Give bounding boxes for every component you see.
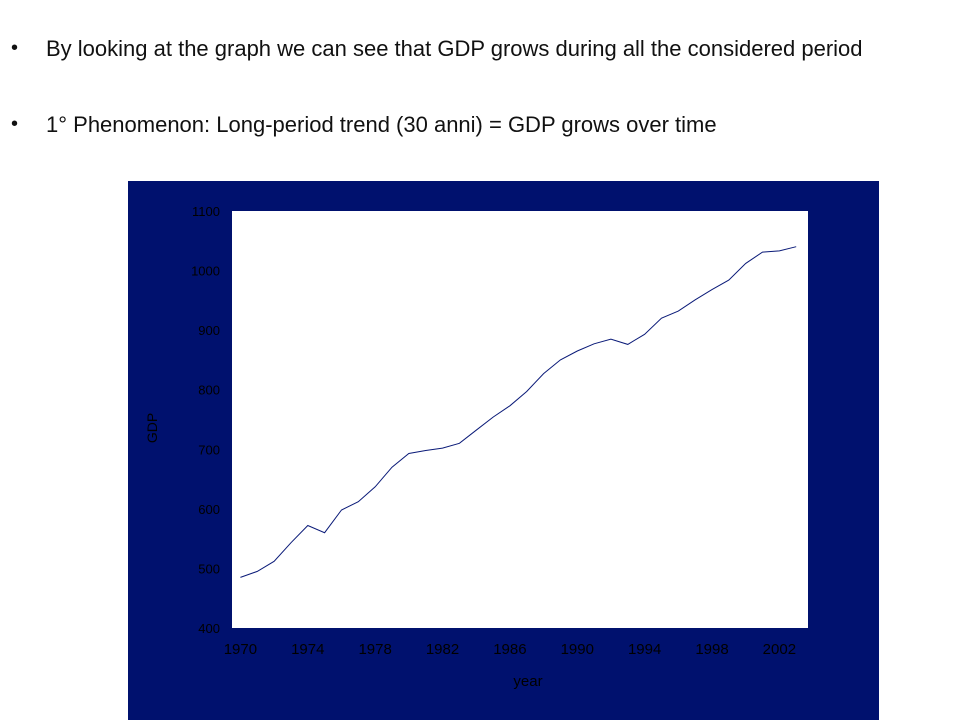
bullet-dot-icon: • bbox=[11, 113, 19, 135]
x-tick-label: 1978 bbox=[358, 641, 391, 658]
bullet-item-phenomenon: • 1° Phenomenon: Long-period trend (30 a… bbox=[11, 109, 958, 140]
y-tick-label: 700 bbox=[198, 442, 220, 457]
tick-group: 400 500 600 700 800 900 1000 1100 1970 1974 1978 19… bbox=[191, 204, 796, 658]
y-tick-label: 400 bbox=[198, 621, 220, 636]
x-tick-label: 2002 bbox=[763, 641, 796, 658]
bullet-text: By looking at the graph we can see that … bbox=[46, 36, 863, 61]
y-tick-label: 600 bbox=[198, 502, 220, 517]
x-tick-label: 1974 bbox=[291, 641, 324, 658]
x-tick-label: 1982 bbox=[426, 641, 459, 658]
y-tick-label: 1100 bbox=[192, 204, 220, 219]
x-tick-label: 1970 bbox=[224, 641, 257, 658]
y-tick-label: 800 bbox=[198, 383, 220, 398]
y-tick-label: 500 bbox=[198, 561, 220, 576]
y-axis-label: GDP bbox=[144, 413, 160, 443]
x-tick-label: 1998 bbox=[695, 641, 728, 658]
bullet-text: 1° Phenomenon: Long-period trend (30 ann… bbox=[46, 112, 717, 137]
x-tick-label: 1990 bbox=[561, 641, 594, 658]
bullet-item-gdp-growth: • By looking at the graph we can see tha… bbox=[11, 33, 958, 64]
bullet-dot-icon: • bbox=[11, 37, 19, 59]
series-group bbox=[240, 246, 797, 578]
y-tick-label: 900 bbox=[198, 323, 220, 338]
plot-area bbox=[232, 211, 808, 628]
x-axis-label: year bbox=[513, 673, 542, 690]
y-tick-label: 1000 bbox=[191, 264, 220, 279]
x-tick-label: 1994 bbox=[628, 641, 661, 658]
gdp-series-line bbox=[240, 246, 797, 578]
x-tick-label: 1986 bbox=[493, 641, 526, 658]
